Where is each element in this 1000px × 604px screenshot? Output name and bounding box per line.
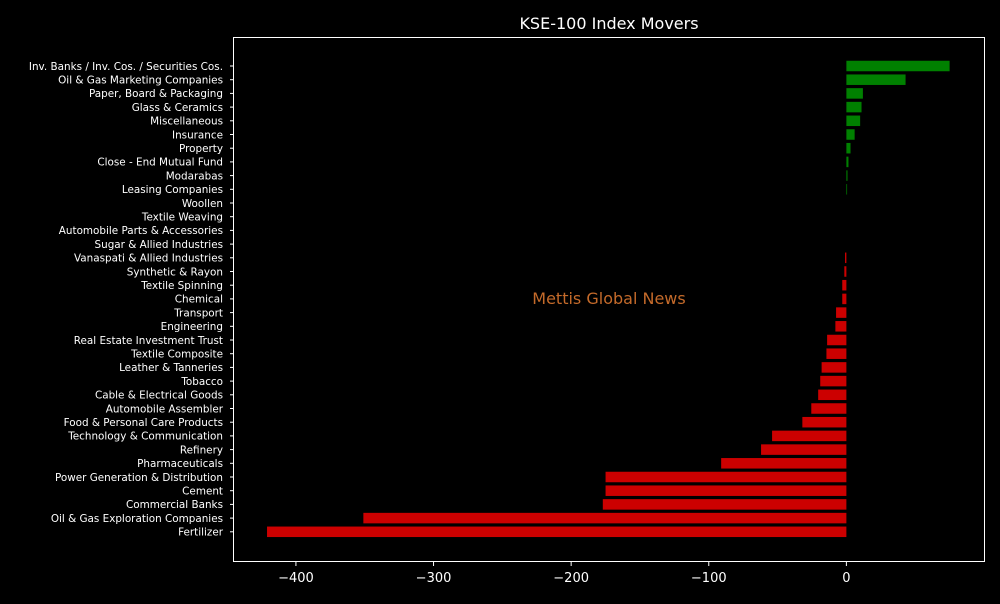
bar: [846, 184, 848, 195]
plot-frame: [233, 37, 985, 562]
y-tick-label: Chemical: [175, 294, 223, 306]
y-tick-label: Commercial Banks: [126, 499, 223, 511]
bar: [826, 348, 847, 359]
y-tick-label: Synthetic & Rayon: [127, 266, 223, 278]
bar: [842, 293, 847, 305]
y-tick-label: Cement: [182, 486, 223, 498]
bar: [605, 485, 847, 496]
y-tick-label: Close - End Mutual Fund: [97, 157, 223, 169]
bar: [846, 170, 848, 181]
bar: [602, 499, 847, 510]
y-tick-label: Leasing Companies: [122, 184, 223, 196]
y-tick-label: Leather & Tanneries: [119, 362, 223, 374]
y-tick-label: Oil & Gas Exploration Companies: [51, 513, 223, 525]
x-tick-label: −400: [278, 571, 314, 586]
bar: [846, 142, 851, 154]
bars-layer: [267, 60, 950, 538]
bar: [836, 307, 847, 318]
y-tick-label: Glass & Ceramics: [132, 102, 223, 114]
y-tick-label: Automobile Parts & Accessories: [59, 225, 223, 237]
y-tick-label: Textile Weaving: [141, 212, 223, 224]
chart-title: KSE-100 Index Movers: [519, 14, 698, 33]
x-tick-label: −300: [416, 571, 452, 586]
bar: [846, 88, 863, 99]
bar: [811, 403, 847, 414]
bar: [772, 430, 847, 442]
x-tick-label: 0: [842, 571, 850, 586]
watermark-text: Mettis Global News: [532, 289, 685, 308]
y-tick-label: Inv. Banks / Inv. Cos. / Securities Cos.: [29, 61, 223, 73]
y-tick-label: Oil & Gas Marketing Companies: [58, 75, 223, 87]
y-tick-label: Textile Spinning: [140, 280, 223, 292]
bar: [605, 471, 847, 483]
bar: [721, 458, 847, 469]
bar: [821, 362, 847, 373]
y-tick-label: Property: [179, 143, 223, 155]
bar: [842, 279, 847, 291]
bar: [846, 156, 849, 168]
y-tick-label: Vanaspati & Allied Industries: [74, 253, 223, 265]
y-tick-label: Miscellaneous: [150, 116, 223, 128]
y-tick-label: Technology & Communication: [67, 431, 223, 443]
bar: [845, 252, 847, 264]
bar: [846, 74, 906, 85]
bar: [844, 266, 847, 277]
y-tick-label: Food & Personal Care Products: [64, 417, 223, 429]
y-tick-label: Engineering: [161, 321, 223, 333]
y-tick-label: Modarabas: [166, 170, 223, 182]
y-tick-label: Power Generation & Distribution: [55, 472, 223, 484]
bar: [846, 60, 950, 72]
x-tick-label: −200: [553, 571, 589, 586]
y-tick-label: Sugar & Allied Industries: [95, 239, 223, 251]
y-tick-label: Paper, Board & Packaging: [89, 88, 223, 100]
x-axis: −400 −300 −200 −100 0: [278, 561, 851, 586]
bar: [846, 101, 862, 113]
y-tick-label: Real Estate Investment Trust: [74, 335, 223, 347]
bar: [827, 334, 847, 346]
y-tick-label: Transport: [173, 307, 223, 319]
y-tick-label: Tobacco: [180, 376, 223, 388]
y-tick-label: Pharmaceuticals: [137, 458, 223, 470]
bar: [363, 512, 847, 524]
y-tick-label: Textile Composite: [130, 349, 223, 361]
bar: [267, 526, 847, 538]
bar: [820, 375, 847, 387]
y-tick-label: Cable & Electrical Goods: [95, 390, 223, 402]
y-tick-label: Refinery: [180, 444, 223, 456]
bar: [761, 444, 847, 455]
bar: [846, 115, 861, 127]
y-tick-label: Woollen: [182, 198, 223, 210]
y-tick-label: Fertilizer: [178, 527, 224, 539]
bar: [802, 416, 847, 428]
bar: [835, 321, 847, 332]
bar: [818, 389, 847, 401]
y-tick-labels: Inv. Banks / Inv. Cos. / Securities Cos.…: [29, 61, 234, 539]
bar: [846, 129, 855, 140]
y-tick-label: Insurance: [172, 129, 223, 141]
y-tick-label: Automobile Assembler: [106, 403, 224, 415]
x-tick-label: −100: [691, 571, 727, 586]
